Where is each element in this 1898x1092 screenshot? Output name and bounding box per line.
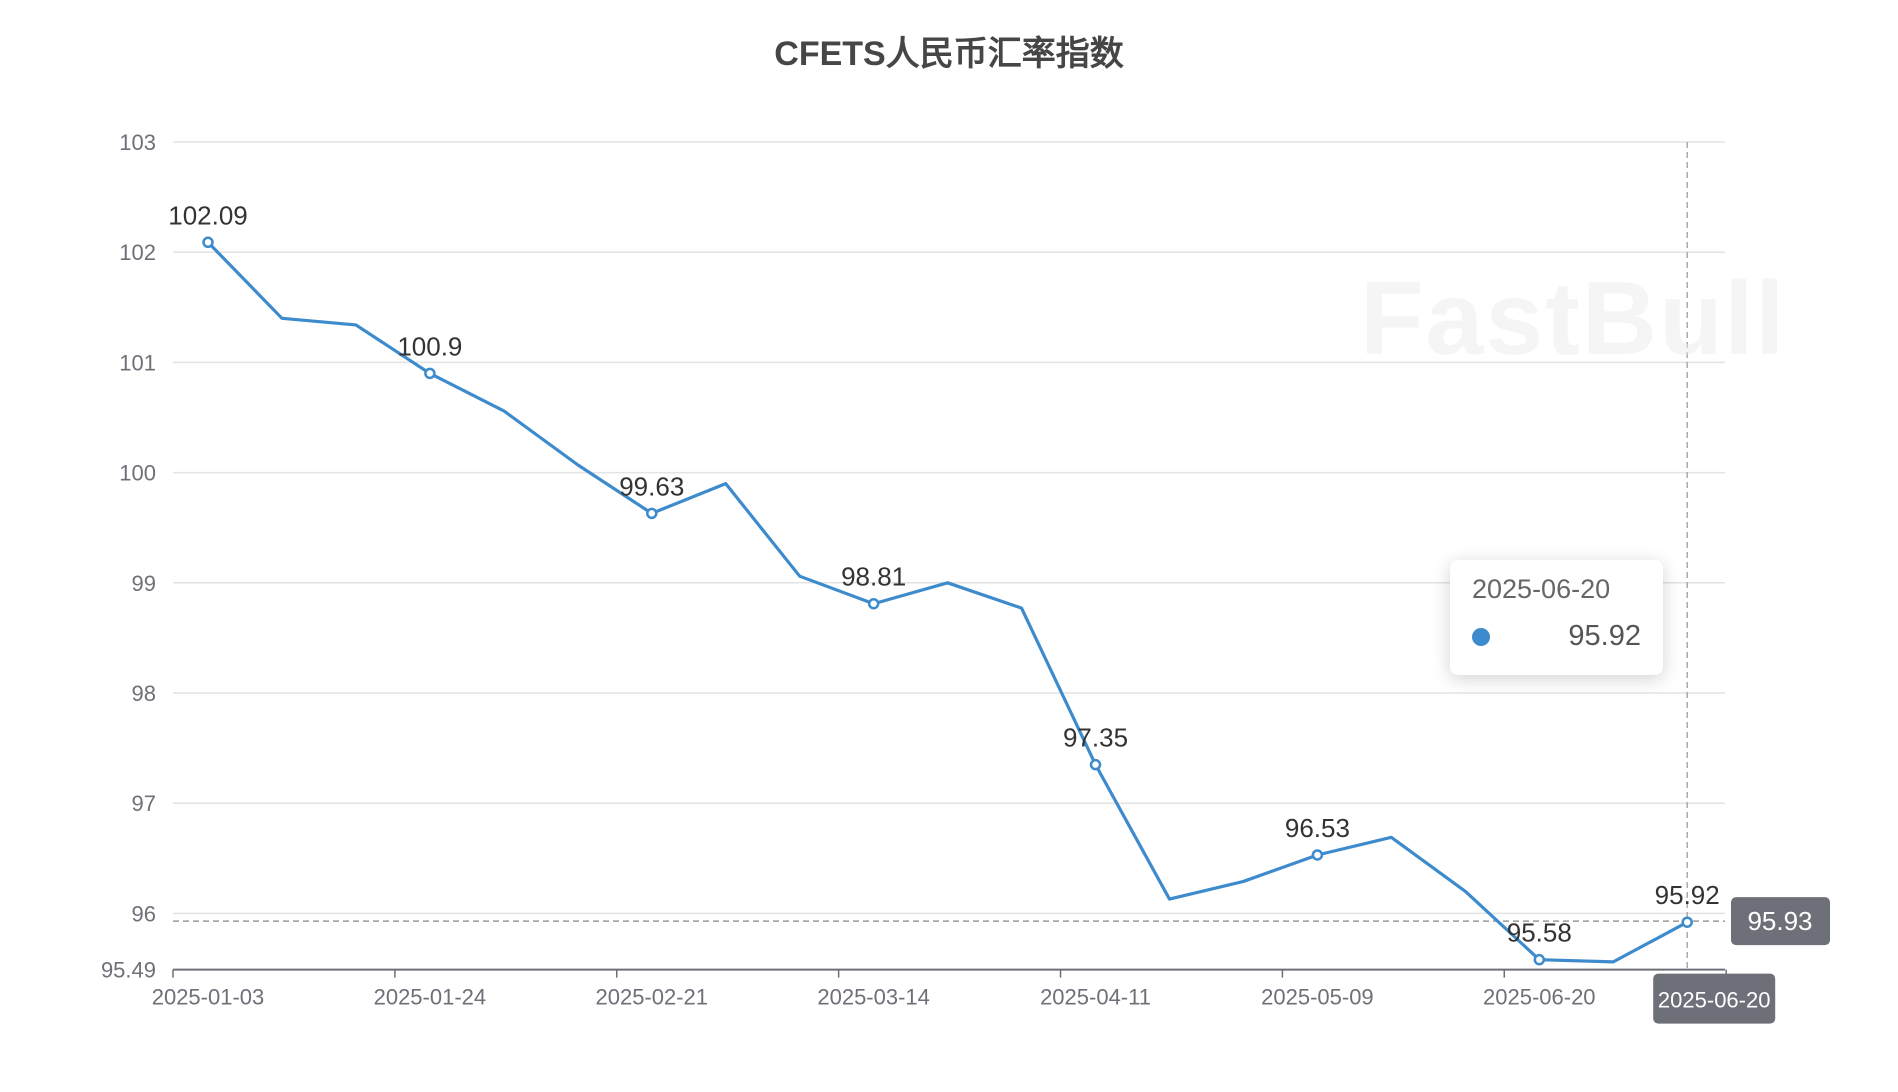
data-point (424, 367, 436, 380)
data-point (1089, 758, 1102, 771)
y-tick-label: 97 (132, 791, 156, 816)
axis-pointer-x-badge (1653, 973, 1776, 1024)
x-tick-label: 2025-05-09 (1261, 985, 1374, 1010)
watermark-logo: FastBull (1360, 261, 1787, 377)
chart-title: CFETS人民币汇率指数 (774, 35, 1124, 73)
data-point (867, 597, 880, 610)
series-dot-icon (1472, 628, 1490, 646)
data-point (1311, 849, 1324, 861)
data-label: 99.63 (619, 471, 684, 501)
y-tick-label: 95.49 (101, 958, 156, 983)
y-tick-label: 103 (119, 130, 156, 155)
data-label: 95.92 (1655, 880, 1720, 910)
y-tick-label: 100 (119, 461, 156, 486)
x-tick-label: 2025-03-14 (817, 985, 930, 1010)
data-label: 102.09 (168, 200, 248, 230)
data-label: 98.81 (841, 562, 906, 592)
x-tick-label: 2025-06-20 (1483, 985, 1596, 1010)
x-tick-label: 2025-04-11 (1040, 985, 1151, 1010)
data-label: 100.9 (397, 331, 462, 361)
tooltip-date: 2025-06-20 (1472, 574, 1611, 604)
x-tick-label: 2025-02-21 (595, 985, 708, 1010)
y-tick-label: 101 (119, 350, 156, 375)
x-tick-label: 2025-01-03 (152, 985, 265, 1010)
y-tick-label: 96 (132, 901, 156, 926)
data-label: 96.53 (1285, 813, 1350, 843)
y-tick-label: 102 (119, 240, 156, 265)
tooltip-value: 95.92 (1568, 620, 1641, 652)
y-tick-label: 98 (132, 681, 156, 706)
series-line (206, 241, 1688, 964)
axis-pointer-y-label: 95.93 (1747, 906, 1812, 936)
axis-pointer-x-label: 2025-06-20 (1658, 988, 1771, 1013)
x-tick-label: 2025-01-24 (374, 985, 487, 1010)
data-point (1681, 916, 1693, 928)
data-point (202, 236, 214, 249)
y-tick-label: 99 (132, 571, 156, 596)
axis-pointer-y-badge (1731, 897, 1830, 946)
data-point (646, 507, 658, 520)
data-point (1533, 953, 1546, 966)
data-label: 95.58 (1507, 918, 1572, 948)
data-label: 97.35 (1063, 723, 1128, 753)
tooltip: 2025-06-20 95.92 (1450, 560, 1663, 675)
